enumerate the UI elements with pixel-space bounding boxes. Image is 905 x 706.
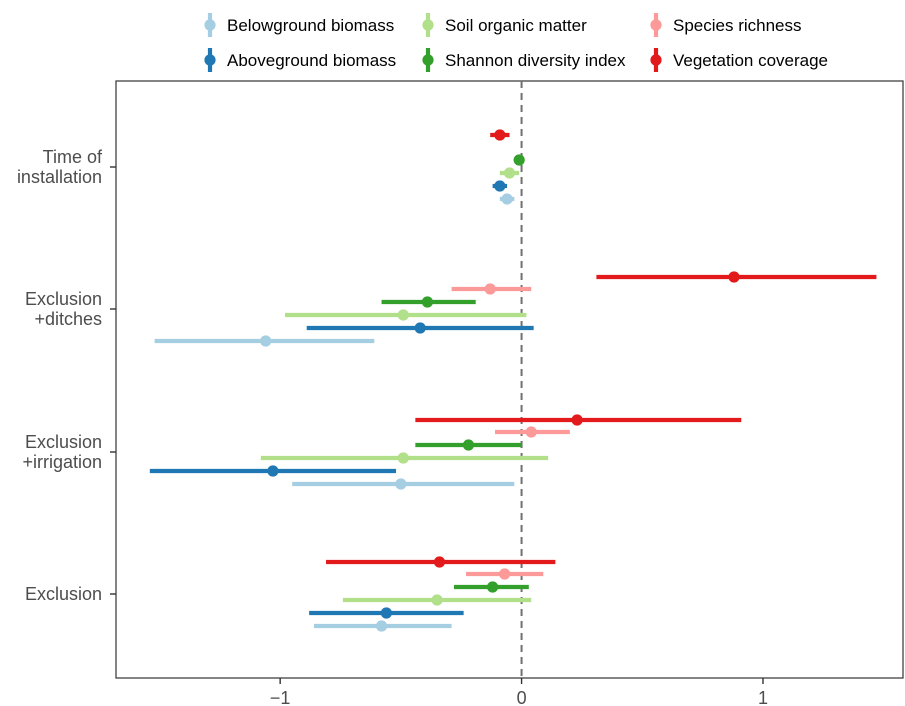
y-tick-label: Exclusion (25, 584, 102, 604)
estimate-point (397, 309, 409, 321)
legend-key-point (204, 54, 216, 66)
y-axis: Time ofinstallationExclusion+ditchesExcl… (17, 147, 116, 604)
estimate-point (421, 296, 434, 308)
y-tick-label: +ditches (34, 309, 102, 329)
estimate-point (494, 129, 506, 141)
y-tick-label: Exclusion (25, 289, 102, 309)
legend-key-point (422, 19, 434, 31)
x-tick-label: 0 (517, 688, 527, 706)
estimate-point (728, 271, 740, 283)
legend-label: Species richness (673, 16, 802, 35)
estimate-point (414, 322, 426, 334)
estimate-point (501, 193, 513, 205)
estimate-point (503, 167, 516, 179)
legend-label: Vegetation coverage (673, 51, 828, 70)
estimate-point (260, 335, 272, 347)
legend-key-point (650, 54, 662, 66)
plot-panel (115, 80, 904, 679)
series-group (154, 193, 515, 632)
series-group (381, 154, 529, 593)
legend-item: Shannon diversity index (422, 48, 626, 72)
estimate-point (462, 439, 475, 451)
series-group (149, 180, 534, 619)
legend-key-point (204, 19, 216, 31)
series-group (326, 129, 877, 568)
y-tick-label: Exclusion (25, 432, 102, 452)
y-tick-label: installation (17, 167, 102, 187)
estimate-point (431, 594, 443, 606)
legend-item: Species richness (650, 13, 802, 37)
estimate-point (267, 465, 279, 477)
y-tick-label: +irrigation (22, 452, 102, 472)
estimate-point (494, 180, 506, 192)
estimate-point (395, 478, 407, 490)
x-tick-label: −1 (270, 688, 291, 706)
legend: Belowground biomass Aboveground biomass So… (204, 13, 828, 72)
legend-label: Shannon diversity index (445, 51, 626, 70)
legend-item: Belowground biomass (204, 13, 394, 37)
legend-label: Belowground biomass (227, 16, 394, 35)
data-marks (149, 129, 877, 632)
estimate-point (433, 556, 446, 568)
x-tick-label: 1 (758, 688, 768, 706)
estimate-point (571, 414, 583, 426)
estimate-point (487, 581, 499, 593)
estimate-point (375, 620, 388, 632)
series-group (260, 167, 549, 606)
estimate-point (499, 568, 511, 580)
legend-key-point (422, 54, 434, 66)
estimate-point (513, 154, 525, 166)
estimate-point (380, 607, 392, 619)
legend-label: Aboveground biomass (227, 51, 396, 70)
legend-key-point (650, 19, 662, 31)
legend-item: Aboveground biomass (204, 48, 396, 72)
estimate-point (484, 283, 496, 295)
estimate-point (525, 426, 537, 438)
x-axis: −1 0 1 (270, 678, 768, 706)
estimate-point (397, 452, 409, 464)
legend-label: Soil organic matter (445, 16, 587, 35)
legend-item: Soil organic matter (422, 13, 587, 37)
legend-item: Vegetation coverage (650, 48, 828, 72)
series-group (451, 283, 570, 580)
y-tick-label: Time of (43, 147, 103, 167)
